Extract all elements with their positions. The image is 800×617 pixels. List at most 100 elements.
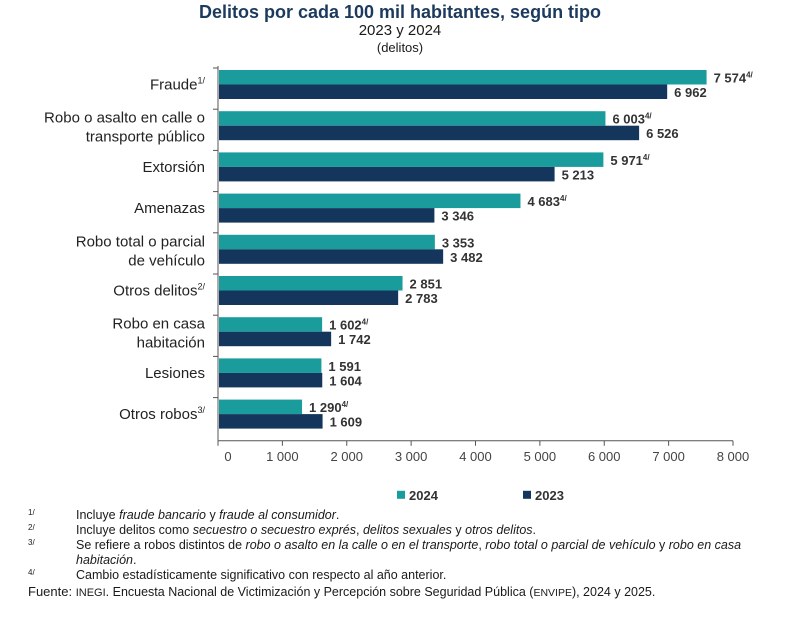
bar-2023 — [219, 372, 323, 388]
source-text: . Encuesta Nacional de Victimización y P… — [105, 585, 534, 599]
source-line: Fuente: INEGI. Encuesta Nacional de Vict… — [28, 584, 788, 601]
bar-2024 — [219, 358, 322, 373]
category-label: Extorsión — [142, 159, 205, 176]
footnote-text: fraude bancario — [119, 508, 206, 522]
data-label: 1 742 — [338, 332, 371, 347]
bar-2023 — [219, 125, 640, 141]
source-acronym: ENVIPE — [533, 587, 572, 599]
footnote-text: y — [655, 538, 669, 552]
bar-2023 — [219, 84, 668, 99]
data-label: 1 591 — [328, 359, 361, 374]
footnote-text: , — [356, 523, 363, 537]
footnote-text: robo o asalto en la calle o en el transp… — [245, 538, 479, 552]
category-label: transporte público — [86, 129, 205, 146]
bar-2024 — [219, 276, 403, 291]
x-tick-label: 3 000 — [395, 449, 428, 464]
bar-2024 — [219, 70, 707, 85]
footnote-mark: 3/ — [28, 538, 35, 547]
footnote-mark: 4/ — [28, 568, 35, 577]
data-label: 5 9714/ — [610, 153, 650, 168]
bar-2023 — [219, 290, 399, 305]
data-label: 1 604 — [329, 373, 362, 388]
footnote-text: y — [451, 523, 466, 537]
title-block: Delitos por cada 100 mil habitantes, seg… — [0, 2, 800, 56]
category-label: Lesiones — [145, 365, 205, 382]
footnote: 2/Incluye delitos como secuestro o secue… — [28, 523, 788, 538]
bar-2023 — [219, 166, 555, 182]
footnote-text: otros delitos — [465, 523, 533, 537]
footnote-text: robo total o parcial de vehículo — [485, 538, 656, 552]
bar-2023 — [219, 249, 444, 264]
x-tick-label: 1 000 — [266, 449, 299, 464]
category-label: Otros delitos2/ — [113, 282, 205, 300]
bar-2024 — [219, 111, 606, 126]
chart-subtitle: 2023 y 2024 — [358, 22, 442, 39]
legend-label-2023: 2023 — [535, 488, 564, 503]
footnote-text: Incluye — [76, 508, 120, 522]
footnote-text: robo en casa habitación — [76, 538, 742, 567]
legend-swatch-2024 — [397, 490, 405, 499]
data-label: 3 346 — [441, 209, 474, 224]
category-label: de vehículo — [128, 252, 205, 269]
footnote-text: Cambio estadísticamente significativo co… — [76, 568, 447, 582]
category-label: Amenazas — [134, 200, 205, 217]
footnote-text: , — [478, 538, 486, 552]
footnote: 3/Se refiere a robos distintos de robo o… — [28, 538, 788, 568]
source-label: Fuente: — [28, 584, 76, 599]
bar-2023 — [219, 208, 435, 223]
x-tick-label: 0 — [224, 449, 231, 464]
bar-2024 — [219, 234, 435, 250]
bar-2024 — [219, 317, 323, 332]
category-label: Otros robos3/ — [119, 405, 205, 423]
footnote: 1/Incluye fraude bancario y fraude al co… — [28, 508, 788, 523]
footnote-text: y — [205, 508, 220, 522]
category-label: Fraude1/ — [150, 76, 206, 94]
bar-2023 — [219, 414, 323, 429]
data-label: 1 609 — [330, 415, 363, 430]
footnote: 4/Cambio estadísticamente significativo … — [28, 568, 788, 583]
source-tail: ), 2024 y 2025. — [571, 585, 656, 599]
bar-2024 — [219, 399, 303, 415]
footnote-text: . — [133, 553, 137, 567]
x-tick-label: 6 000 — [588, 449, 621, 464]
footnote-text: fraude al consumidor — [219, 508, 336, 522]
data-label: 4 6834/ — [527, 194, 567, 209]
footnote-mark: 1/ — [28, 508, 35, 517]
category-label: Robo total o parcial — [76, 233, 205, 250]
footnote-text: Incluye delitos como — [76, 523, 193, 537]
chart-title: Delitos por cada 100 mil habitantes, seg… — [198, 2, 602, 22]
legend-label-2024: 2024 — [409, 488, 439, 503]
legend-swatch-2023 — [523, 490, 531, 499]
category-label: Robo o asalto en calle o — [44, 110, 205, 127]
x-tick-label: 2 000 — [330, 449, 363, 464]
chart-unit: (delitos) — [376, 40, 424, 55]
footnote-mark: 2/ — [28, 523, 35, 532]
x-tick-label: 8 000 — [717, 449, 750, 464]
x-tick-label: 4 000 — [459, 449, 492, 464]
data-label: 6 0034/ — [612, 112, 652, 127]
bar-2024 — [219, 152, 604, 167]
footnote-text: Se refiere a robos distintos de — [76, 538, 246, 552]
footnote-text: . — [532, 523, 537, 537]
data-label: 2 783 — [405, 291, 438, 306]
footnote-text: . — [335, 508, 340, 522]
data-label: 1 6024/ — [329, 318, 369, 333]
footnote-text: secuestro o secuestro exprés — [192, 523, 357, 537]
data-label: 6 962 — [674, 85, 707, 100]
bar-2023 — [219, 331, 332, 347]
data-label: 3 482 — [450, 250, 483, 265]
data-label: 1 2904/ — [309, 400, 349, 415]
data-label: 5 213 — [562, 167, 595, 182]
data-label: 7 5744/ — [714, 71, 754, 86]
category-label: Robo en casa — [112, 316, 205, 333]
bar-chart: 0 1 000 2 000 3 000 4 000 5 000 6 000 7 000 8 00… — [44, 66, 754, 503]
source-org: INEGI — [75, 587, 106, 599]
footnotes: 1/Incluye fraude bancario y fraude al co… — [28, 508, 788, 601]
category-label: habitación — [137, 335, 205, 352]
data-label: 6 526 — [646, 126, 679, 141]
x-tick-label: 5 000 — [524, 449, 557, 464]
data-label: 3 353 — [442, 235, 475, 250]
data-label: 2 851 — [410, 277, 443, 292]
footnote-text: delitos sexuales — [362, 523, 452, 537]
bar-2024 — [219, 193, 521, 209]
